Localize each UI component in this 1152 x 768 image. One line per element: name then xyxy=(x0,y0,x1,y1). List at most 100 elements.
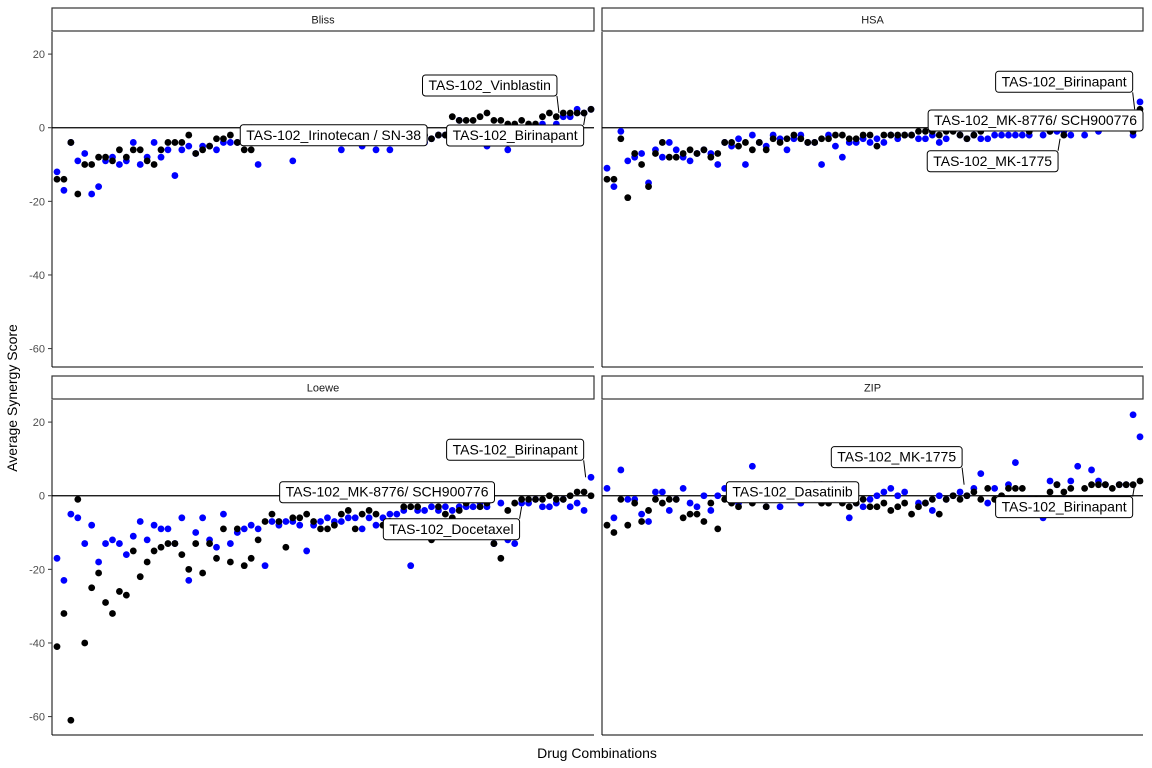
point-black xyxy=(60,175,68,183)
point-blue xyxy=(658,488,666,496)
point-black xyxy=(942,495,950,503)
point-blue xyxy=(991,131,999,139)
point-black xyxy=(358,510,366,518)
point-black xyxy=(587,105,595,113)
point-blue xyxy=(1074,462,1082,470)
point-blue xyxy=(511,540,519,547)
point-black xyxy=(116,588,123,595)
callout-label: TAS-102_MK-1775 xyxy=(830,446,965,485)
point-black xyxy=(818,135,825,143)
point-blue xyxy=(915,135,922,143)
point-black xyxy=(344,507,352,514)
point-black xyxy=(825,135,832,143)
point-black xyxy=(658,139,666,146)
point-black xyxy=(545,109,553,117)
point-black xyxy=(233,139,241,146)
point-black xyxy=(60,610,68,617)
point-blue xyxy=(282,518,290,525)
point-blue xyxy=(1067,131,1075,139)
point-black xyxy=(735,503,742,511)
point-blue xyxy=(566,503,574,511)
point-blue xyxy=(240,525,248,533)
point-blue xyxy=(157,153,165,161)
point-blue xyxy=(610,183,618,191)
point-black xyxy=(150,547,158,555)
point-black xyxy=(1053,481,1061,489)
point-black xyxy=(95,569,103,577)
point-blue xyxy=(652,488,659,496)
point-black xyxy=(631,499,639,507)
point-black xyxy=(129,547,137,555)
point-blue xyxy=(707,507,715,514)
y-tick-label: -60 xyxy=(29,712,45,724)
callout-label-box xyxy=(279,481,496,504)
point-black xyxy=(721,139,729,146)
point-black xyxy=(672,153,680,161)
point-blue xyxy=(351,514,359,522)
point-blue xyxy=(178,146,186,154)
point-blue xyxy=(268,518,276,525)
point-black xyxy=(171,540,179,547)
point-blue xyxy=(1136,433,1144,441)
point-black xyxy=(797,135,805,143)
point-blue xyxy=(587,473,595,481)
point-black xyxy=(143,558,151,566)
point-black xyxy=(963,492,971,500)
point-blue xyxy=(922,135,929,143)
point-black xyxy=(573,109,581,117)
point-black xyxy=(1129,481,1137,489)
facet-strip-label-hsa: HSA xyxy=(861,15,884,27)
point-black xyxy=(832,131,839,139)
point-blue xyxy=(776,503,784,511)
point-black xyxy=(587,492,595,500)
point-blue xyxy=(873,135,881,143)
point-black xyxy=(838,131,846,139)
callout-label-box xyxy=(995,70,1134,93)
point-blue xyxy=(977,470,985,478)
point-blue xyxy=(95,183,103,191)
facet-strip-label-bliss: Bliss xyxy=(311,15,335,27)
x-axis-title: Drug Combinations xyxy=(537,745,657,761)
point-black xyxy=(552,113,560,121)
point-black xyxy=(289,514,297,522)
point-blue xyxy=(714,161,722,168)
y-axis-title: Average Synergy Score xyxy=(4,324,20,472)
point-black xyxy=(1095,481,1102,489)
point-black xyxy=(226,558,234,566)
point-blue xyxy=(617,127,625,135)
point-black xyxy=(220,135,227,143)
point-black xyxy=(573,488,581,496)
point-black xyxy=(922,499,929,507)
point-black xyxy=(164,540,172,547)
callout-connector xyxy=(961,467,965,485)
point-blue xyxy=(407,562,415,570)
point-black xyxy=(755,139,763,146)
callout-label-box xyxy=(239,124,428,147)
point-blue xyxy=(441,503,449,511)
point-black xyxy=(337,510,345,518)
point-black xyxy=(88,161,96,168)
point-blue xyxy=(658,153,666,161)
point-black xyxy=(624,194,632,202)
point-black xyxy=(638,518,646,525)
point-blue xyxy=(157,525,165,533)
point-black xyxy=(95,153,103,161)
point-blue xyxy=(421,507,428,514)
callout-label-text: TAS-102_Irinotecan / SN-38 xyxy=(246,127,421,143)
callout-connector xyxy=(1132,484,1136,497)
point-black xyxy=(199,569,207,577)
point-black xyxy=(435,131,442,139)
point-black xyxy=(206,540,213,547)
point-blue xyxy=(74,514,82,522)
point-black xyxy=(963,135,971,143)
point-blue xyxy=(344,514,352,522)
point-black xyxy=(1005,484,1012,492)
point-black xyxy=(157,543,165,551)
point-black xyxy=(631,150,639,157)
point-black xyxy=(728,139,735,146)
point-black xyxy=(247,554,255,562)
point-black xyxy=(901,131,909,139)
point-blue xyxy=(735,135,742,143)
point-black xyxy=(462,116,470,124)
callout-label-box xyxy=(446,438,585,461)
